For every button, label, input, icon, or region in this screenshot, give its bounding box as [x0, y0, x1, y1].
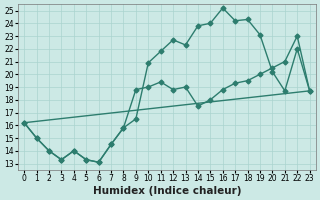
X-axis label: Humidex (Indice chaleur): Humidex (Indice chaleur) — [93, 186, 241, 196]
